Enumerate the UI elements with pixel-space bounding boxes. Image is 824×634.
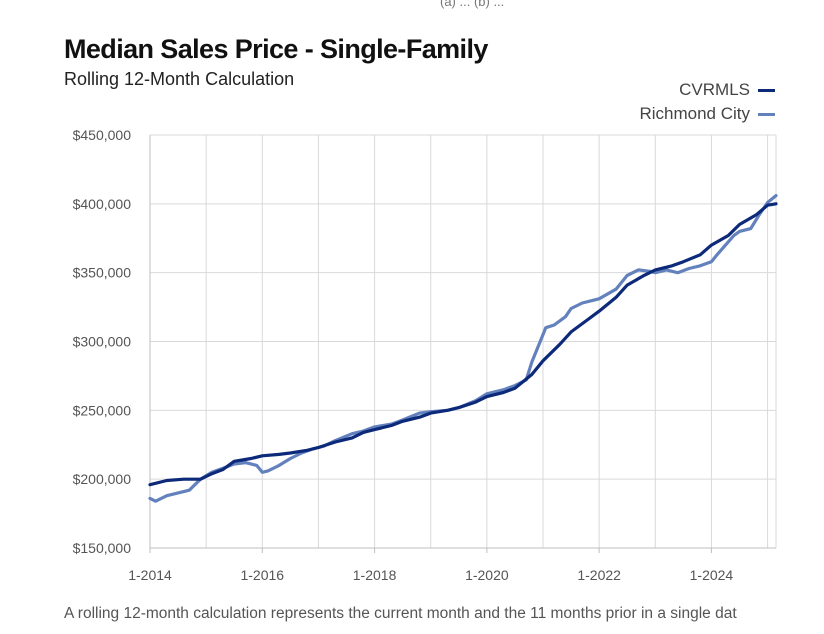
y-tick-label: $300,000 (73, 334, 132, 350)
x-tick-label: 1-2022 (577, 567, 621, 583)
y-tick-label: $250,000 (73, 402, 132, 418)
clipped-header-text: (a) ... (b) ... (440, 0, 505, 9)
legend-item-richmond-city: Richmond City (639, 102, 775, 126)
y-tick-label: $150,000 (73, 540, 132, 556)
y-tick-label: $350,000 (73, 265, 132, 281)
x-tick-label: 1-2020 (465, 567, 509, 583)
x-tick-label: 1-2014 (128, 567, 172, 583)
series-line-richmond-city (148, 194, 778, 503)
legend-swatch-richmond-city (758, 112, 775, 116)
chart-subtitle: Rolling 12-Month Calculation (64, 69, 295, 89)
x-tick-label: 1-2016 (240, 567, 284, 583)
chart-legend: CVRMLS Richmond City (639, 78, 775, 126)
legend-label-cvrmls: CVRMLS (679, 80, 750, 99)
chart-title: Median Sales Price - Single-Family (64, 34, 488, 64)
series-line-cvrmls (148, 202, 778, 487)
legend-swatch-cvrmls (758, 88, 775, 92)
x-tick-label: 1-2018 (353, 567, 397, 583)
y-tick-label: $450,000 (73, 127, 132, 143)
y-tick-label: $200,000 (73, 471, 132, 487)
x-tick-label: 1-2024 (690, 567, 734, 583)
legend-item-cvrmls: CVRMLS (639, 78, 775, 102)
footnote: A rolling 12-month calculation represent… (64, 605, 737, 622)
y-tick-label: $400,000 (73, 196, 132, 212)
legend-label-richmond-city: Richmond City (639, 104, 750, 123)
